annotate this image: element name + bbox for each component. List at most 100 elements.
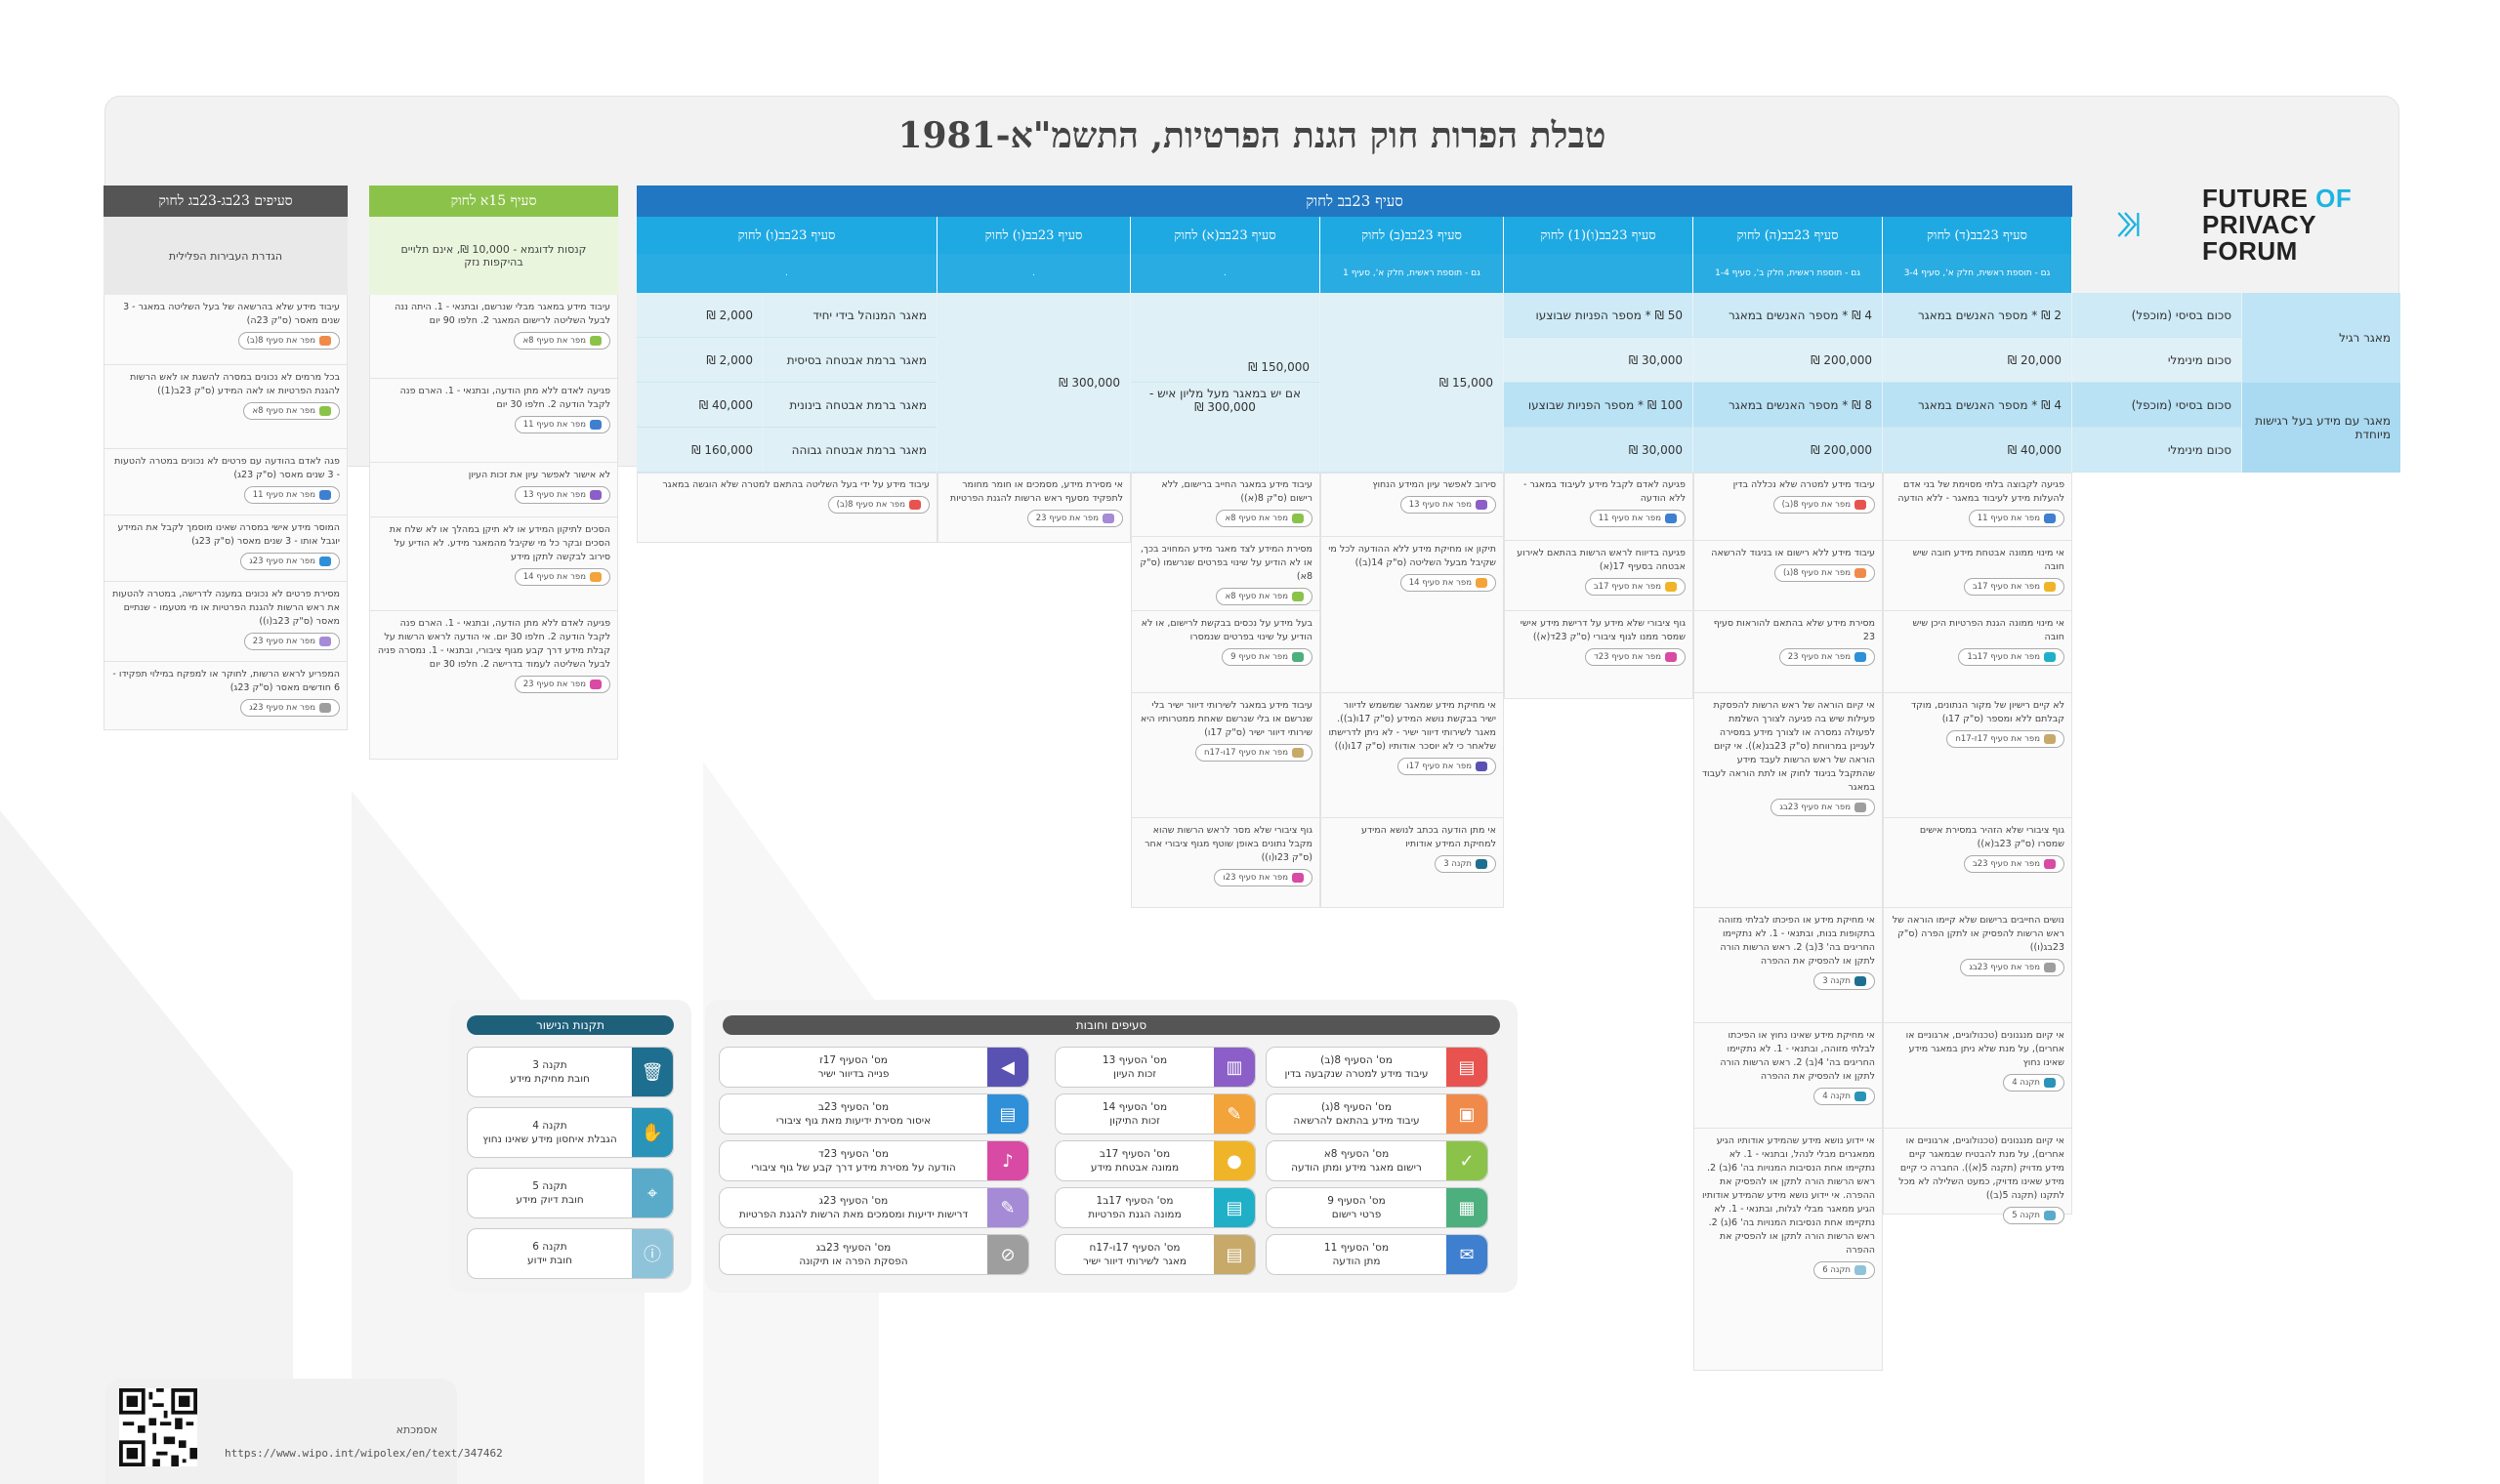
violation-note: עיבוד מידע במאגר לשירותי דיוור ישיר בלי …: [1131, 693, 1320, 818]
fine-cell: 200,000 ₪: [1693, 338, 1883, 383]
legend-item[interactable]: ● מס' הסעיף 17ב ממונה אבטחת מידע: [1055, 1140, 1256, 1181]
notes-column: [1693, 473, 1883, 1371]
legend-item[interactable]: 🗑 תקנה 3 חובת מחיקת מידע: [467, 1047, 674, 1097]
regulation-pill[interactable]: תקנה 3: [1813, 972, 1875, 990]
database-icon: ▤: [1446, 1048, 1487, 1087]
legend-item[interactable]: ✎ מס' הסעיף 23ג דרישות ידיעות ומסמכים מאת …: [719, 1187, 1029, 1228]
violation-note: אי מינוי ממונה אבטחת מידע חובה שיש חובה מ…: [1883, 541, 2072, 611]
section-pill[interactable]: מפר את סעיף 17ב1: [1958, 648, 2064, 666]
violation-note: פגיעה לקבוצה בלתי מסוימת של בני אדם להעל…: [1883, 473, 2072, 541]
legend-item[interactable]: ▦ מס' הסעיף 9 פרטי רישום: [1266, 1187, 1488, 1228]
user-badge-icon: ●: [1214, 1141, 1255, 1180]
violation-note: אי קיום מנגנונים (טכנולוגיים, ארגוניים א…: [1883, 1129, 2072, 1224]
section-pill[interactable]: מפר את סעיף 17ו: [1397, 758, 1496, 775]
regulation-pill[interactable]: תקנה 3: [1435, 855, 1496, 873]
section-pill[interactable]: מפר את סעיף 11: [514, 416, 610, 433]
section-pill[interactable]: מפר את סעיף 13: [514, 486, 610, 504]
regulation-pill[interactable]: תקנה 6: [1813, 1261, 1875, 1279]
database-export-icon: ▤: [987, 1094, 1028, 1134]
envelope-icon: ✉: [1446, 1235, 1487, 1274]
section-pill[interactable]: מפר את סעיף 23ג: [240, 699, 340, 717]
section-pill[interactable]: מפר את סעיף 23ג: [240, 553, 340, 570]
fine-cell: 300,000 ₪: [938, 293, 1131, 473]
violation-note: פגיעה לאדם ללא מתן הודעה, ובתנאי - 1. הא…: [369, 379, 618, 463]
legend-item[interactable]: ▣ מס' הסעיף 8(ג) עיבוד מידע בהתאם להרשאה: [1266, 1093, 1488, 1134]
legend-item[interactable]: ✎ מס' הסעיף 14 זכות התיקון: [1055, 1093, 1256, 1134]
legend-item[interactable]: ✓ מס' הסעיף 8א רישום מאגר מידע ומתן הודעה: [1266, 1140, 1488, 1181]
violation-note: גוף ציבורי שלא מסר לראש הרשות שהוא מקבל …: [1131, 818, 1320, 908]
section-pill[interactable]: מפר את סעיף 13: [1399, 496, 1496, 514]
section-pill[interactable]: מפר את סעיף 23ד: [1585, 648, 1686, 666]
section-pill[interactable]: מפר את סעיף 11: [243, 486, 340, 504]
column-subheader: גם - תוספת ראשית, חלק ב', סעיף 1-4: [1693, 254, 1883, 293]
section-pill[interactable]: מפר את סעיף 23בג: [1960, 959, 2064, 976]
legend-item[interactable]: ⓘ תקנה 6 חובת יידוע: [467, 1228, 674, 1279]
regulation-pill[interactable]: תקנה 4: [1813, 1088, 1875, 1105]
regulation-pill[interactable]: תקנה 5: [2003, 1207, 2064, 1224]
subrow-value: 40,000 ₪: [637, 383, 764, 428]
column-subheader: גם - תוספת ראשית, חלק א', סעיף 1: [1320, 254, 1504, 293]
section-pill[interactable]: מפר את סעיף 8א: [243, 402, 340, 420]
civil-fines-header: סעיף 15א לחוק: [369, 186, 618, 217]
section-pill[interactable]: מפר את סעיף 8(ב): [1772, 496, 1875, 514]
legend-item[interactable]: ♪ מס' הסעיף 23ד הודעה על מסירת מידע דרך קב…: [719, 1140, 1029, 1181]
section-pill[interactable]: מפר את סעיף 23: [1778, 648, 1875, 666]
section-pill[interactable]: מפר את סעיף 8(ב): [827, 496, 930, 514]
fine-cell: 30,000 ₪: [1504, 338, 1693, 383]
section-pill[interactable]: מפר את סעיף 14: [514, 568, 610, 586]
section-pill[interactable]: מפר את סעיף 23בג: [1771, 799, 1875, 816]
legend-item[interactable]: ⊘ מס' הסעיף 23בג הפסקת הפרה או תיקונה: [719, 1234, 1029, 1275]
section-pill[interactable]: מפר את סעיף 8א: [514, 332, 610, 350]
subrow-value: 2,000 ₪: [637, 338, 764, 383]
section-pill[interactable]: מפר את סעיף 8א: [1216, 588, 1312, 605]
section-pill[interactable]: מפר את סעיף 23: [514, 676, 610, 693]
fine-cell: 40,000 ₪: [1883, 428, 2072, 473]
legend-item[interactable]: ▤ מס' הסעיף 23ב איסור מסירת ידיעות מאת גוף…: [719, 1093, 1029, 1134]
violation-note: אי קיום מנגנונים (טכנולוגיים, ארגוניים א…: [1883, 1023, 2072, 1129]
section-pill[interactable]: מפר את סעיף 23: [243, 633, 340, 650]
regulation-pill[interactable]: תקנה 4: [2003, 1074, 2064, 1092]
section-pill[interactable]: מפר את סעיף 23: [1026, 510, 1123, 527]
section-pill[interactable]: מפר את סעיף 14: [1399, 574, 1496, 592]
legend-item[interactable]: ▥ מס' הסעיף 13 זכות העיון: [1055, 1047, 1256, 1088]
section-pill[interactable]: מפר את סעיף 9: [1222, 648, 1312, 666]
column-header: סעיף 23בב(ב) לחוק: [1320, 217, 1504, 254]
section-pill[interactable]: מפר את סעיף 8(ג): [1774, 564, 1875, 582]
violation-note: עיבוד מידע במאגר מבלי שנרשם, ובתנאי - 1.…: [369, 295, 618, 379]
legend-item[interactable]: ▤ מס' הסעיף 8(ב) עיבוד מידע למטרה שנקבעה ב…: [1266, 1047, 1488, 1088]
row-label-base: סכום בסיסי (מוכפל): [2072, 383, 2242, 428]
section-pill[interactable]: מפר את סעיף 17ב: [1584, 578, 1686, 596]
section-pill[interactable]: מפר את סעיף 11: [1968, 510, 2064, 527]
qr-code-icon[interactable]: [119, 1388, 197, 1466]
subrow-value: 160,000 ₪: [637, 428, 764, 473]
legend-item[interactable]: ✉ מס' הסעיף 11 מתן הודעה: [1266, 1234, 1488, 1275]
reference-link[interactable]: https://www.wipo.int/wipolex/en/text/347…: [225, 1447, 503, 1460]
row-label-min: סכום מינימלי: [2072, 338, 2242, 383]
violation-note: גוף ציבורי שלא מידע על דרישת מידע אישי ש…: [1504, 611, 1693, 699]
request-icon: ✎: [987, 1188, 1028, 1227]
legend-item[interactable]: ▤ מס' הסעיף 17ו-17ח מאגר לשירותי דיוור ישי…: [1055, 1234, 1256, 1275]
section-pill[interactable]: מפר את סעיף 11: [1589, 510, 1686, 527]
section-pill[interactable]: מפר את סעיף 23ו: [1214, 869, 1312, 886]
violation-note: אי יידוע נושא מידע שהמידע אודותיו הגיע מ…: [1693, 1129, 1883, 1371]
section-pill[interactable]: מפר את סעיף 17ו-17ח: [1194, 744, 1312, 762]
legend-item[interactable]: ▤ מס' הסעיף 17ב1 ממונה הגנת הפרטיות: [1055, 1187, 1256, 1228]
page-title: טבלת הפרות חוק הגנת הפרטיות, התשמ"א-1981: [897, 115, 1606, 156]
section-pill[interactable]: מפר את סעיף 8א: [1216, 510, 1312, 527]
subrow-label: מאגר ברמת אבטחה גבוהה: [764, 428, 938, 473]
section-pill[interactable]: מפר את סעיף 17ז-17ח: [1946, 730, 2064, 748]
megaphone-icon: ◀: [987, 1048, 1028, 1087]
fine-cell: 100 ₪ * מספר הפניות שבוצעו: [1504, 383, 1693, 428]
legend-item[interactable]: ✋ תקנה 4 הגבלת איחסון מידע שאינו נחוץ: [467, 1107, 674, 1158]
notes-column: [1320, 473, 1504, 908]
legend-item[interactable]: ⌖ תקנה 5 חובת דיוק מידע: [467, 1168, 674, 1218]
violation-note: אי מסירת מידע, מסמכים או חומר מחומר לתפק…: [938, 473, 1131, 543]
section-pill[interactable]: מפר את סעיף 23ב: [1963, 855, 2064, 873]
violation-note: עיבוד מידע ללא רישום או בניגוד להרשאה מפר…: [1693, 541, 1883, 611]
section-pill[interactable]: מפר את סעיף 17ב: [1963, 578, 2064, 596]
legend-item[interactable]: ◀ מס' הסעיף 17ז פנייה בדיוור ישיר: [719, 1047, 1029, 1088]
violation-note: עיבוד מידע שלא בהרשאה של בעל השליטה במאג…: [104, 295, 348, 365]
section-pill[interactable]: מפר את סעיף 8(ב): [237, 332, 340, 350]
violation-note: לא אישור לאפשר עיון את זכות העיון מפר את …: [369, 463, 618, 517]
hand-icon: ✋: [632, 1108, 673, 1157]
